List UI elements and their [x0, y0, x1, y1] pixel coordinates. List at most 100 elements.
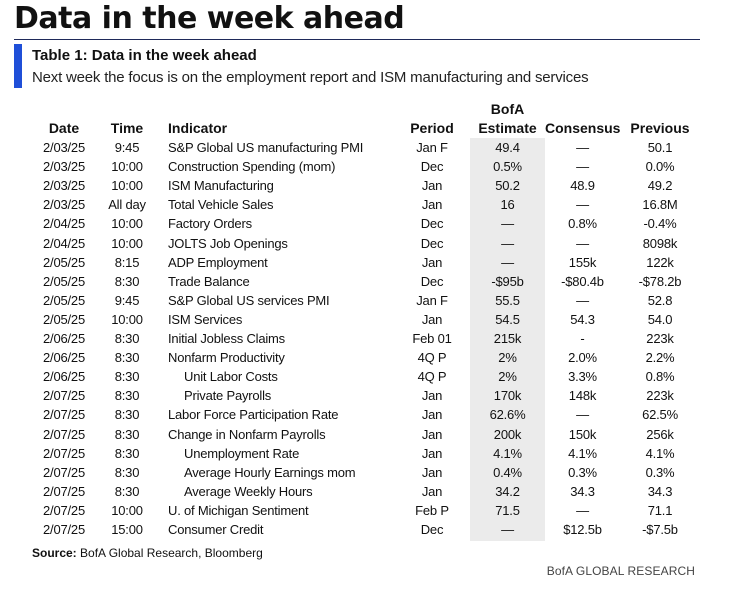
cell-bofa-estimate: —: [501, 522, 514, 537]
cell-consensus: 155k: [568, 254, 597, 270]
cell-date: 2/06/25: [43, 350, 85, 366]
cell-time: 8:30: [114, 388, 140, 404]
cell-previous: 54.0: [647, 311, 673, 327]
cell-consensus: 150k: [568, 426, 597, 442]
cell-previous: 0.8%: [645, 369, 675, 385]
cell-period: Jan: [421, 445, 443, 461]
cell-date: 2/07/25: [43, 426, 85, 442]
table-row: 2/07/25 8:30 Average Weekly Hours Jan 34.2 34…: [0, 482, 731, 501]
cell-date: 2/07/25: [43, 522, 85, 537]
cell-bofa-estimate: 71.5: [495, 502, 520, 518]
cell-indicator: Unemployment Rate: [184, 445, 300, 461]
cell-date: 2/03/25: [43, 159, 85, 175]
header-time: Time: [110, 120, 144, 136]
cell-period: Jan F: [416, 140, 448, 155]
table-row: 2/06/25 8:30 Unit Labor Costs 4Q P 2% 3.3% 0.8…: [0, 367, 731, 386]
cell-consensus: 0.3%: [568, 464, 597, 480]
cell-date: 2/03/25: [43, 178, 85, 194]
cell-bofa-estimate: 55.5: [495, 292, 520, 308]
cell-indicator: ISM Services: [168, 311, 243, 327]
cell-bofa-estimate: -$95b: [491, 273, 524, 289]
cell-previous: 8098k: [642, 235, 678, 251]
table-row: 2/07/25 8:30 Change in Nonfarm Payrolls Jan…: [0, 425, 731, 444]
cell-bofa-estimate: 200k: [493, 426, 522, 442]
cell-consensus: $12.5b: [563, 522, 602, 537]
cell-bofa-estimate: 2%: [498, 350, 517, 366]
cell-date: 2/05/25: [43, 273, 85, 289]
cell-bofa-estimate: 4.1%: [493, 445, 522, 461]
cell-consensus: —: [576, 159, 589, 175]
cell-indicator: ISM Manufacturing: [168, 178, 274, 194]
cell-date: 2/05/25: [43, 311, 85, 327]
cell-consensus: 148k: [568, 388, 597, 404]
table-row: 2/03/25 10:00 ISM Manufacturing Jan 50.2 48.9…: [0, 176, 731, 195]
cell-previous: 16.8M: [642, 197, 678, 213]
cell-indicator: Unit Labor Costs: [184, 369, 278, 385]
cell-indicator: Change in Nonfarm Payrolls: [168, 426, 326, 442]
cell-period: Dec: [420, 216, 444, 232]
cell-indicator: Average Hourly Earnings mom: [184, 464, 356, 480]
cell-bofa-estimate: 54.5: [495, 311, 520, 327]
cell-previous: 34.3: [647, 483, 673, 499]
cell-previous: 256k: [646, 426, 674, 442]
cell-time: 8:30: [114, 407, 140, 423]
cell-bofa-estimate: 50.2: [495, 178, 520, 194]
cell-bofa-estimate: 0.5%: [493, 159, 522, 175]
cell-consensus: —: [576, 292, 589, 308]
table-title: Table 1: Data in the week ahead: [32, 47, 257, 64]
cell-date: 2/07/25: [43, 464, 85, 480]
cell-consensus: —: [576, 502, 589, 518]
cell-time: 8:30: [114, 350, 140, 366]
header-bofa-line1: BofA: [490, 101, 525, 117]
cell-period: 4Q P: [417, 369, 447, 385]
cell-date: 2/07/25: [43, 502, 85, 518]
cell-date: 2/07/25: [43, 483, 85, 499]
cell-bofa-estimate: 170k: [493, 388, 522, 404]
cell-indicator: S&P Global US manufacturing PMI: [168, 140, 364, 155]
cell-time: 8:30: [114, 483, 140, 499]
cell-time: 8:30: [114, 331, 140, 346]
cell-date: 2/06/25: [43, 331, 85, 346]
cell-bofa-estimate: 34.2: [495, 483, 520, 499]
cell-time: 8:15: [114, 254, 140, 270]
cell-indicator: Labor Force Participation Rate: [168, 407, 339, 423]
header-period: Period: [410, 120, 454, 136]
cell-time: 15:00: [111, 522, 143, 537]
cell-consensus: 3.3%: [568, 369, 597, 385]
table-row: 2/05/25 10:00 ISM Services Jan 54.5 54.3 54.0: [0, 310, 731, 329]
cell-previous: 62.5%: [642, 407, 678, 423]
cell-indicator: Consumer Credit: [168, 522, 264, 537]
cell-bofa-estimate: 16: [500, 197, 515, 213]
header-bofa-line2: Estimate: [478, 120, 537, 136]
cell-time: 10:00: [111, 159, 143, 175]
cell-previous: 71.1: [647, 502, 673, 518]
cell-time: 8:30: [114, 445, 140, 461]
cell-time: 8:30: [114, 426, 140, 442]
source-text: BofA Global Research, Bloomberg: [76, 546, 263, 560]
cell-period: Feb P: [415, 502, 449, 518]
cell-time: 10:00: [111, 216, 143, 232]
cell-time: 8:30: [114, 369, 140, 385]
table-row: 2/05/25 8:15 ADP Employment Jan — 155k 122k: [0, 253, 731, 272]
cell-previous: 223k: [646, 331, 674, 346]
cell-previous: -$7.5b: [642, 522, 678, 537]
cell-consensus: -: [580, 331, 585, 346]
cell-time: All day: [108, 197, 146, 213]
table-row: 2/04/25 10:00 JOLTS Job Openings Dec — — 8098k: [0, 234, 731, 253]
cell-previous: 0.3%: [645, 464, 675, 480]
table-row: 2/07/25 10:00 U. of Michigan Sentiment Feb …: [0, 501, 731, 520]
cell-bofa-estimate: —: [501, 216, 514, 232]
cell-bofa-estimate: —: [501, 235, 514, 251]
table-row: 2/03/25 10:00 Construction Spending (mom) D…: [0, 157, 731, 176]
cell-period: Jan F: [416, 292, 448, 308]
footer-brand: BofA GLOBAL RESEARCH: [546, 564, 695, 578]
cell-time: 10:00: [111, 311, 143, 327]
cell-previous: 223k: [646, 388, 674, 404]
cell-indicator: Trade Balance: [168, 273, 250, 289]
cell-previous: 52.8: [647, 292, 673, 308]
cell-previous: 122k: [646, 254, 674, 270]
source-note: Source: BofA Global Research, Bloomberg: [32, 545, 263, 561]
accent-bar: [14, 44, 22, 88]
table-row: 2/07/25 15:00 Consumer Credit Dec — $12.5b -$7…: [0, 520, 731, 539]
cell-bofa-estimate: 215k: [493, 331, 522, 346]
